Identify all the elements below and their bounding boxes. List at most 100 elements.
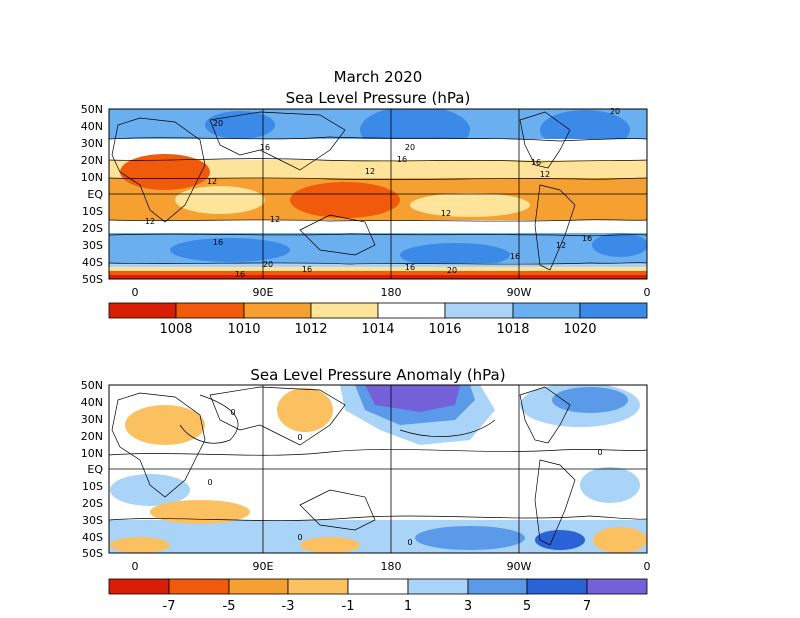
slp-colorbar-swatches [108, 302, 648, 319]
slp-contour-label: 16 [531, 158, 541, 167]
slp-field-warmpool-low [290, 182, 400, 218]
slp-contour-label: 16 [260, 143, 270, 152]
anomaly-colorbar-swatch [287, 578, 349, 595]
anom-field-sh-strong [415, 526, 525, 550]
anomaly-lat-label: 40S [82, 531, 103, 544]
anomaly-lat-label: 20S [82, 497, 103, 510]
slp-contour-label: 12 [365, 167, 375, 176]
anomaly-contour-label: 0 [597, 448, 602, 457]
anomaly-colorbar-swatches [108, 578, 648, 595]
anom-field-eurasia-negative [125, 405, 205, 445]
anomaly-colorbar-labels: -7 -5 -3 -1 1 3 5 7 [163, 599, 592, 614]
anom-field-tropics-positive-2 [580, 467, 640, 503]
anomaly-colorbar-label: 1 [404, 599, 412, 614]
slp-contour-label: 16 [405, 263, 415, 272]
anomaly-colorbar-swatch [526, 578, 588, 595]
anomaly-colorbar-swatch [228, 578, 289, 595]
slp-panel-title: Sea Level Pressure (hPa) [286, 89, 471, 107]
anomaly-coastlines [111, 386, 576, 546]
anomaly-lat-label: 50S [82, 547, 103, 560]
anomaly-lon-label: 90W [507, 560, 532, 573]
slp-lat-label: 20N [81, 154, 103, 167]
anomaly-lon-label: 0 [644, 560, 651, 573]
anom-field-natl-strong [552, 387, 628, 413]
anom-field-so-negative [150, 500, 250, 524]
anomaly-colorbar-swatch [168, 578, 230, 595]
anom-field-npac-core [365, 385, 460, 412]
slp-field-africa-low [120, 154, 210, 190]
slp-colorbar-label: 1020 [563, 322, 596, 337]
slp-lat-label: 20S [82, 222, 103, 235]
slp-field-trop-east [410, 193, 530, 217]
slp-colorbar-labels: 1008 1010 1012 1014 1016 1018 1020 [159, 322, 596, 337]
anom-field-so-negative-4 [300, 537, 360, 553]
anomaly-lat-label: 40N [81, 396, 103, 409]
anomaly-lon-labels: 0 90E 180 90W 0 [132, 560, 651, 573]
slp-lon-label: 90E [253, 286, 274, 299]
slp-contour-label: 12 [145, 217, 155, 226]
slp-colorbar-label: 1016 [428, 322, 461, 337]
slp-lon-label: 180 [381, 286, 402, 299]
slp-field-so-4 [109, 275, 647, 279]
slp-contour-label: 16 [235, 270, 245, 279]
slp-lon-labels: 0 90E 180 90W 0 [132, 286, 651, 299]
slp-contour-label: 12 [540, 170, 550, 179]
anomaly-lat-label: 30N [81, 413, 103, 426]
slp-map-frame [108, 108, 648, 280]
slp-colorbar-swatch [175, 302, 245, 319]
slp-colorbar: 1008 1010 1012 1014 1016 1018 1020 [108, 302, 648, 337]
anomaly-lat-labels: 50N 40N 30N 20N 10N EQ 10S 20S 30S 40S 5… [81, 379, 104, 560]
slp-colorbar-swatch [108, 302, 177, 319]
anomaly-contour-labels: 0 0 0 0 0 0 [207, 408, 602, 547]
slp-colorbar-swatch [512, 302, 581, 319]
anomaly-colorbar-swatch [407, 578, 469, 595]
anomaly-lat-label: 10N [81, 447, 103, 460]
slp-contour-label: 16 [397, 155, 407, 164]
anomaly-colorbar-swatch [586, 578, 648, 595]
anomaly-colorbar-label: -3 [282, 599, 295, 614]
slp-contour-label: 12 [441, 209, 451, 218]
anomaly-colorbar-label: -7 [163, 599, 176, 614]
anomaly-contours [109, 394, 647, 521]
slp-lat-label: 10S [82, 205, 103, 218]
slp-contour-label: 20 [263, 260, 273, 269]
anomaly-lat-label: EQ [87, 463, 103, 476]
anomaly-colorbar-swatch [467, 578, 528, 595]
anomaly-colorbar-swatch [108, 578, 170, 595]
anomaly-contour-label: 0 [230, 408, 235, 417]
slp-lat-label: 50N [81, 103, 103, 116]
slp-map [108, 108, 648, 280]
anomaly-map [108, 384, 648, 554]
slp-field-tropics-north [109, 160, 647, 182]
slp-field-sh-subtropics [109, 220, 647, 235]
anomaly-panel-title: Sea Level Pressure Anomaly (hPa) [250, 366, 505, 384]
slp-colorbar-swatch [579, 302, 648, 319]
slp-lat-label: 40S [82, 256, 103, 269]
anomaly-contour-label: 0 [297, 533, 302, 542]
slp-field-so-2 [109, 267, 647, 271]
slp-lat-label: 40N [81, 120, 103, 133]
slp-colorbar-swatch [243, 302, 312, 319]
slp-lon-label: 0 [644, 286, 651, 299]
slp-field-trop-mid [175, 186, 265, 214]
anom-field-sh-strong-2 [535, 530, 585, 550]
slp-colorbar-swatch [444, 302, 514, 319]
slp-contour-label: 12 [556, 241, 566, 250]
slp-contour-label: 16 [510, 252, 520, 261]
slp-contour-label: 20 [405, 143, 415, 152]
anomaly-map-frame [108, 384, 648, 554]
slp-lat-label: 30S [82, 239, 103, 252]
slp-colorbar-label: 1012 [294, 322, 327, 337]
slp-field-sio-high [170, 238, 290, 262]
slp-contour-label: 12 [270, 215, 280, 224]
anomaly-lon-label: 90E [253, 560, 274, 573]
slp-contour-labels: 20 16 12 12 16 20 16 12 12 16 20 16 12 1… [145, 107, 620, 279]
slp-contour-label: 20 [447, 266, 457, 275]
anom-field-so-negative-2 [593, 527, 647, 553]
slp-field-satl-high [592, 233, 647, 257]
anomaly-contour-label: 0 [207, 478, 212, 487]
slp-contour-label: 12 [207, 177, 217, 186]
anomaly-contour-label: 0 [407, 538, 412, 547]
anomaly-colorbar-label: 5 [523, 599, 531, 614]
slp-field-so-1 [109, 263, 647, 267]
